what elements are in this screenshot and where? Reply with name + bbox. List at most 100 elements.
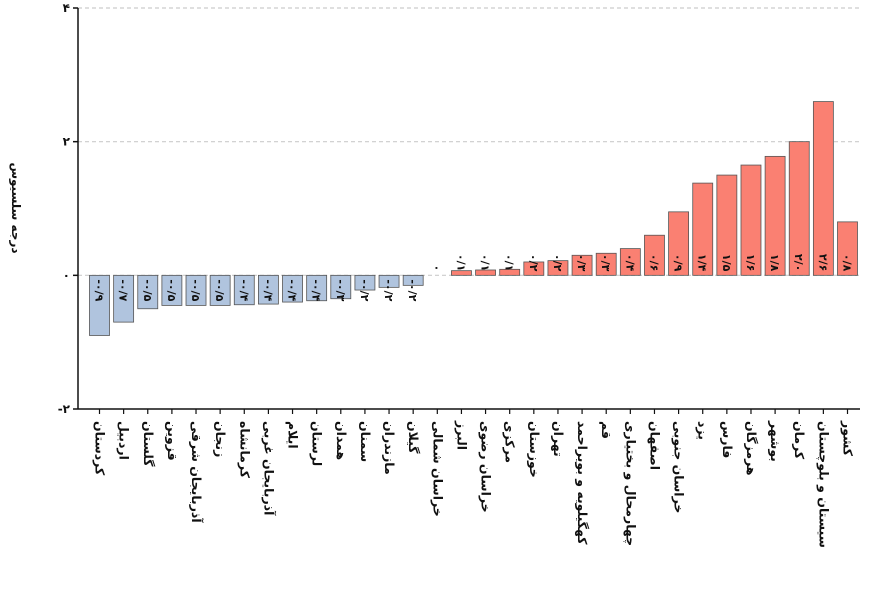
category-label: ایلام xyxy=(285,421,301,449)
category-label: کشور xyxy=(841,420,856,457)
bar xyxy=(499,268,521,276)
value-label: ۰/۲ xyxy=(551,254,564,272)
bar xyxy=(402,274,424,286)
value-label: ۰ xyxy=(430,265,443,272)
value-label: ۰/۹ xyxy=(672,254,685,272)
bar xyxy=(837,221,858,276)
category-label: بوشهر xyxy=(768,420,783,462)
category-label: کهگیلویه و بویراحمد xyxy=(575,421,590,545)
category-label: زنجان xyxy=(213,421,228,457)
value-label: ۱/۸ xyxy=(768,254,781,272)
bar xyxy=(788,141,810,276)
category-label: خوزستان xyxy=(527,421,542,478)
value-label: -۰/۴ xyxy=(261,279,274,301)
value-label: ۱/۶ xyxy=(744,254,757,271)
category-label: آذربایجان غربی xyxy=(261,421,276,516)
category-label: مرکزی xyxy=(503,421,518,463)
value-label: -۰/۵ xyxy=(189,279,202,301)
category-label: کردستان xyxy=(93,421,108,476)
value-label: ۰/۴ xyxy=(623,254,636,272)
value-label: -۰/۲ xyxy=(382,279,395,301)
value-label: ۰/۸ xyxy=(841,254,854,272)
value-label: ۱/۴ xyxy=(696,254,709,272)
category-label: خراسان جنوبی xyxy=(672,421,687,513)
bar xyxy=(619,248,641,276)
category-label: تهران xyxy=(551,421,566,457)
bar xyxy=(475,269,496,276)
value-label: -۰/۴ xyxy=(310,279,323,301)
bar xyxy=(282,274,303,303)
value-label: ۰/۲ xyxy=(527,254,540,272)
bar xyxy=(523,261,545,276)
y-tick-label: ۴ xyxy=(63,1,70,15)
category-label: همدان xyxy=(334,421,349,460)
value-label: ۰/۶ xyxy=(647,254,660,271)
y-ticks: -۲ ۰ ۲ ۴ xyxy=(58,1,78,416)
category-label: کرمان xyxy=(792,421,807,460)
y-axis-label: درجه سلسیوس xyxy=(8,162,23,253)
value-label: ۰/۳ xyxy=(599,254,612,272)
bar xyxy=(137,274,159,310)
bar xyxy=(595,252,617,276)
bar xyxy=(668,211,689,276)
bar xyxy=(764,155,786,276)
value-label: -۰/۷ xyxy=(117,279,130,301)
bars xyxy=(89,101,858,336)
value-label: -۰/۵ xyxy=(141,279,154,301)
category-label: سمنان xyxy=(358,421,373,462)
value-label: ۲/۶ xyxy=(816,254,829,271)
bar xyxy=(451,270,472,276)
value-label: -۰/۲ xyxy=(358,279,371,301)
bar xyxy=(161,274,183,306)
y-tick-label: ۰ xyxy=(63,268,70,282)
category-label: فارس xyxy=(720,421,735,458)
category-label: خراسان شمالی xyxy=(430,421,445,517)
value-label: ۱/۵ xyxy=(720,254,733,272)
bar xyxy=(330,274,352,300)
bar xyxy=(812,101,834,276)
category-label: قزوین xyxy=(165,421,180,461)
value-label: -۰/۲ xyxy=(406,279,419,301)
bar xyxy=(740,164,762,276)
y-tick-label: ۲ xyxy=(63,135,71,149)
category-label: چهارمحال و بختیاری xyxy=(623,421,638,546)
value-labels: -۰/۹ -۰/۷ -۰/۵ -۰/۵ -۰/۵ -۰/۵ -۰/۴ -۰/۴ -۰/۴ -۰/۴… xyxy=(93,254,854,302)
bar xyxy=(644,234,665,276)
value-label: ۰/۳ xyxy=(575,254,588,272)
value-label: -۰/۴ xyxy=(237,279,250,301)
category-label: سیستان و بلوچستان xyxy=(816,421,831,548)
y-tick-label: -۲ xyxy=(58,402,71,416)
value-label: -۰/۵ xyxy=(165,279,178,301)
value-label: ۰/۱ xyxy=(479,254,492,271)
value-label: ۰/۱ xyxy=(503,254,516,271)
category-label: گلستان xyxy=(141,421,156,467)
value-label: ۰/۱ xyxy=(454,254,467,271)
bar xyxy=(209,274,231,306)
bar xyxy=(306,274,328,302)
category-label: البرز xyxy=(454,420,469,450)
bar xyxy=(113,274,135,323)
category-label: قم xyxy=(599,421,614,439)
category-label: لرستان xyxy=(310,421,325,466)
value-label: -۰/۵ xyxy=(213,279,226,301)
bar xyxy=(692,182,714,276)
axes xyxy=(77,8,860,410)
bar xyxy=(89,274,110,336)
bar xyxy=(258,274,279,305)
category-label: مازندران xyxy=(382,421,397,475)
category-labels: کردستان اردبیل گلستان قزوین آذربایجان شرقی زن… xyxy=(93,409,856,548)
value-label: ۲/۰ xyxy=(792,254,805,271)
bar xyxy=(547,260,569,276)
category-label: خراسان رضوی xyxy=(479,421,494,513)
category-label: یزد xyxy=(696,421,711,440)
value-label: -۰/۳ xyxy=(334,279,347,301)
value-label: -۰/۴ xyxy=(286,279,299,301)
bar xyxy=(378,274,400,288)
bar xyxy=(233,274,255,306)
bar xyxy=(185,274,207,306)
bar xyxy=(354,274,376,291)
bar xyxy=(716,174,738,276)
category-label: آذربایجان شرقی xyxy=(189,421,204,523)
category-label: اصفهان xyxy=(647,421,662,470)
